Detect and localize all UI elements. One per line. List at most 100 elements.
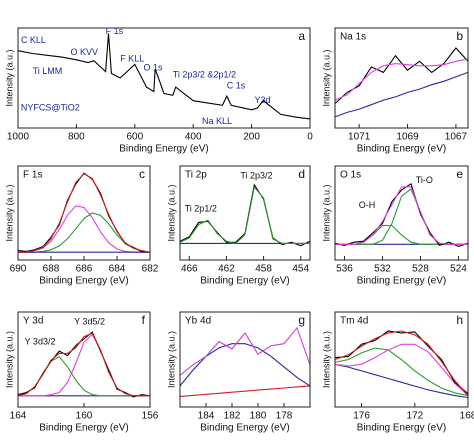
x-tick-label: 1067 xyxy=(445,132,468,143)
x-tick-label: 684 xyxy=(109,264,126,275)
spectrum-line xyxy=(334,363,469,399)
peak-annotation: Ti LMM xyxy=(33,66,63,76)
spectrum-line xyxy=(335,188,468,245)
peak-annotation: Y3d xyxy=(255,95,271,105)
panel: 164 160 156 Binding Energy (eV) Intensity (a… xyxy=(4,311,159,434)
peak-annotation: C 1s xyxy=(227,81,246,91)
x-tick-label: 682 xyxy=(142,264,159,275)
x-tick-label: 454 xyxy=(292,264,309,275)
panel-title: Yb 4d xyxy=(185,316,211,327)
panel-title: Ti 2p xyxy=(185,170,207,181)
peak-annotation: Y 3d3/2 xyxy=(25,337,56,347)
panel-letter: e xyxy=(456,167,463,181)
spectrum-line xyxy=(179,185,310,245)
x-tick-label: 182 xyxy=(224,411,241,422)
y-axis-label: Intensity (a.u.) xyxy=(4,184,14,241)
y-axis-label: Intensity (a.u.) xyxy=(166,184,176,241)
peak-annotation: C KLL xyxy=(21,35,46,45)
panel-title: Na 1s xyxy=(340,32,366,43)
peak-annotation: Ti-O xyxy=(416,175,433,185)
x-axis-label: Binding Energy (eV) xyxy=(357,276,447,287)
peak-annotation: Y 3d5/2 xyxy=(74,316,105,326)
panel-letter: f xyxy=(142,313,146,327)
spectrum-line xyxy=(17,33,311,120)
x-tick-label: 156 xyxy=(142,411,159,422)
x-tick-label: 1000 xyxy=(7,132,30,143)
spectrum-line xyxy=(334,330,469,395)
peak-annotation: Ti 2p3/2 &2p1/2 xyxy=(173,70,236,80)
plot-frame xyxy=(179,311,311,408)
y-axis-label: Intensity (a.u.) xyxy=(4,331,14,388)
peak-annotation: O-H xyxy=(359,200,376,210)
x-tick-label: 462 xyxy=(218,264,235,275)
spectrum-line xyxy=(179,183,311,247)
x-tick-label: 690 xyxy=(10,264,27,275)
x-tick-label: 0 xyxy=(307,132,313,143)
panel-letter: b xyxy=(456,29,463,43)
panel-title: F 1s xyxy=(23,170,42,181)
panel-letter: h xyxy=(456,313,463,327)
spectrum-line xyxy=(18,173,151,253)
spectrum-line xyxy=(334,71,469,118)
panel-title: Tm 4d xyxy=(340,316,368,327)
x-tick-label: 172 xyxy=(406,411,423,422)
x-tick-label: 524 xyxy=(450,264,467,275)
y-axis-label: Intensity (a.u.) xyxy=(321,184,331,241)
x-axis-label: Binding Energy (eV) xyxy=(200,276,290,287)
panel-letter: d xyxy=(298,167,305,181)
x-axis-label: Binding Energy (eV) xyxy=(39,423,129,434)
x-tick-label: 400 xyxy=(185,132,202,143)
x-tick-label: 686 xyxy=(76,264,93,275)
x-axis-label: Binding Energy (eV) xyxy=(357,423,447,434)
spectrum-line xyxy=(334,343,469,397)
x-tick-label: 1069 xyxy=(396,132,419,143)
x-tick-label: 536 xyxy=(336,264,353,275)
panel: 176 172 168 Binding Energy (eV) Intensity (a… xyxy=(321,311,474,434)
panel-title: O 1s xyxy=(340,170,361,181)
x-tick-label: 178 xyxy=(276,411,293,422)
x-tick-label: 688 xyxy=(43,264,60,275)
spectrum-line xyxy=(17,332,150,397)
x-tick-label: 168 xyxy=(460,411,474,422)
panel-letter: c xyxy=(139,167,145,181)
x-axis-label: Binding Energy (eV) xyxy=(200,423,290,434)
panel: 690 688 686 684 682 Binding Energy (eV) Intens… xyxy=(4,165,159,287)
spectrum-line xyxy=(334,330,469,396)
peak-annotation: Ti 2p1/2 xyxy=(185,204,217,214)
plot-frame xyxy=(334,27,469,129)
x-tick-label: 528 xyxy=(412,264,429,275)
x-tick-label: 176 xyxy=(353,411,370,422)
peak-annotation: NYFCS@TiO2 xyxy=(21,102,80,112)
x-tick-label: 164 xyxy=(10,411,27,422)
spectrum-line xyxy=(334,58,469,101)
y-axis-label: Intensity (a.u.) xyxy=(4,49,14,106)
peak-annotation: F KLL xyxy=(120,53,144,63)
x-tick-label: 160 xyxy=(76,411,93,422)
peak-annotation: O 1s xyxy=(144,62,164,72)
spectrum-line xyxy=(334,347,469,397)
y-axis-label: Intensity (a.u.) xyxy=(321,49,331,106)
x-tick-label: 800 xyxy=(68,132,85,143)
spectrum-line xyxy=(17,172,151,253)
peak-annotation: Ti 2p3/2 xyxy=(240,170,272,180)
x-tick-label: 180 xyxy=(250,411,267,422)
spectrum-line xyxy=(179,343,311,387)
spectrum-line xyxy=(18,205,150,253)
spectrum-line xyxy=(334,47,469,105)
spectrum-line xyxy=(179,385,311,397)
x-axis-label: Binding Energy (eV) xyxy=(357,144,447,155)
panel: 1000 800 600 400 200 0 Binding Energy (eV) Inte… xyxy=(4,26,313,155)
spectrum-line xyxy=(335,186,468,245)
plot-frame xyxy=(179,165,311,261)
x-axis-label: Binding Energy (eV) xyxy=(39,276,129,287)
x-tick-label: 532 xyxy=(374,264,391,275)
panel-letter: a xyxy=(298,29,305,43)
plot-frame xyxy=(334,165,469,261)
plot-frame xyxy=(17,27,311,129)
peak-annotation: F 1s xyxy=(106,26,124,36)
x-tick-label: 200 xyxy=(243,132,260,143)
